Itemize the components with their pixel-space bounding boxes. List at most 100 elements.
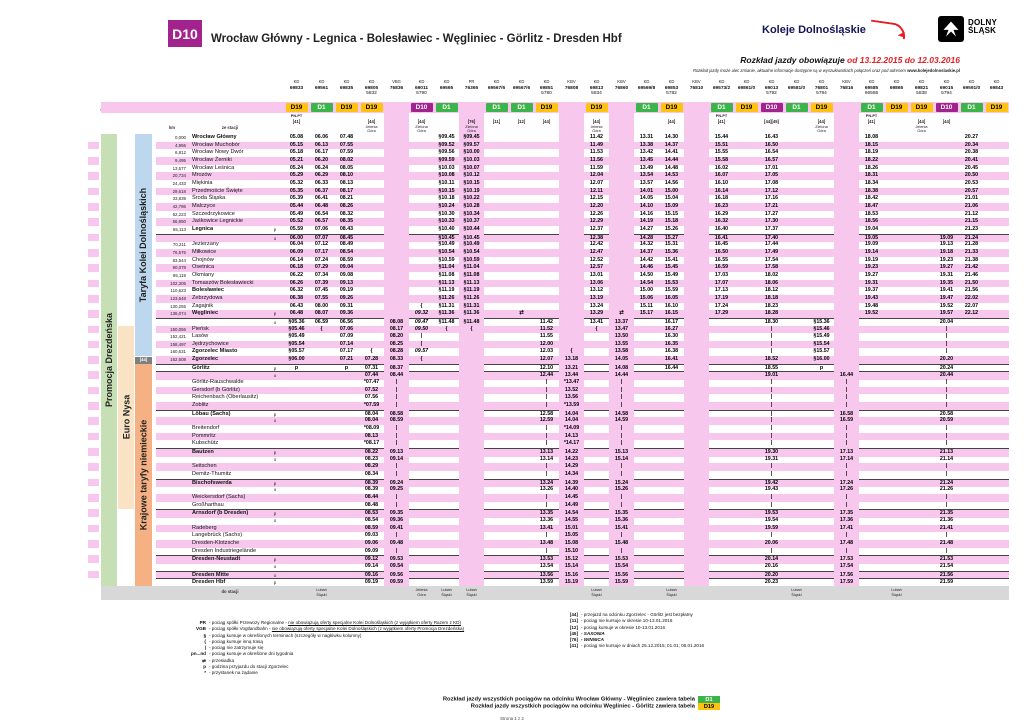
- time-cell: §11.08: [463, 271, 480, 278]
- time-cell: 05.18: [289, 149, 304, 156]
- station-km: 20,734: [172, 173, 186, 179]
- time-cell: 09.32: [414, 310, 429, 317]
- via-label-line: Jelenia: [915, 125, 928, 129]
- station-km: 6,812: [175, 150, 186, 156]
- time-cell: 14.04: [564, 410, 579, 417]
- train-number-main: 69569/8: [637, 86, 656, 91]
- time-cell: 08.45: [339, 234, 354, 241]
- time-cell: 09.48: [389, 539, 404, 546]
- time-cell: 18.53: [864, 210, 879, 217]
- time-cell: 18.18: [764, 294, 779, 301]
- time-cell: 07.14: [339, 340, 354, 347]
- time-cell: 12.52: [589, 256, 604, 263]
- time-cell: 13.31: [639, 134, 654, 140]
- time-cell: 12.59: [539, 417, 554, 424]
- time-cell: |: [845, 386, 848, 393]
- stripe-mini: [88, 386, 99, 395]
- train-carrier: KD: [543, 79, 550, 84]
- footnote-item: [44] - przejazd na odcinku Zgorzelec - Gö…: [560, 612, 860, 618]
- time-cell: 21.24: [964, 234, 979, 241]
- time-cell: 21.06: [964, 202, 979, 209]
- table-row: Görlitz-Rauschwalde *07.47 | | *13.47 | | | |: [156, 379, 1009, 387]
- station-km: 162,608: [170, 357, 186, 363]
- time-cell: 16.30: [664, 333, 679, 340]
- footnote-text: - przejazd na odcinku Zgorzelec - Görlit…: [581, 612, 693, 617]
- time-cell: 06.14: [289, 256, 304, 263]
- time-cell: 21.33: [964, 248, 979, 255]
- time-cell: 13.55: [614, 340, 629, 347]
- time-cell: |: [545, 463, 548, 470]
- time-cell: 13.54: [539, 562, 554, 569]
- time-cell: 16.50: [714, 248, 729, 255]
- time-cell: 15.15: [664, 210, 679, 217]
- table-row: Dresden Hbf p 09.19 09.59 13.59 15.19 15.59 20.…: [156, 578, 1009, 587]
- train-number: 69573/2: [709, 86, 734, 91]
- time-cell: 06.22: [289, 271, 304, 278]
- time-cell: 21.23: [964, 225, 979, 232]
- time-cell: 16.54: [764, 149, 779, 156]
- time-cell: 12.58: [539, 410, 554, 417]
- time-cell: 15.53: [664, 279, 679, 286]
- time-cell: 20.58: [939, 410, 954, 417]
- time-cell: 21.53: [939, 556, 954, 563]
- time-cell: 19.48: [864, 302, 879, 309]
- arr-dep-marker: p: [273, 557, 277, 563]
- arr-dep-marker: o: [273, 572, 277, 578]
- time-cell: |: [945, 394, 948, 401]
- summary-table-badge: D19: [698, 703, 720, 710]
- time-cell: 16.59: [714, 264, 729, 271]
- time-cell: 18.38: [864, 187, 879, 194]
- train-number: 69835: [334, 86, 359, 91]
- train-carrier: KBV: [617, 79, 626, 84]
- time-cell: |: [945, 494, 948, 501]
- time-cell: 16.45: [714, 241, 729, 248]
- arr-dep-marker: o: [273, 563, 277, 569]
- time-cell: 12.38: [589, 234, 604, 241]
- station-name: Węgliniec: [192, 310, 219, 317]
- time-cell: *08.09: [363, 425, 380, 432]
- station-name: Środa Śląska: [192, 195, 226, 202]
- time-cell: 21.46: [964, 271, 979, 278]
- time-cell: |: [770, 386, 773, 393]
- time-cell: |: [395, 547, 398, 554]
- time-cell: §11.19: [438, 287, 455, 294]
- station-name: Breitendorf: [192, 425, 220, 432]
- train-number: 76365: [459, 86, 484, 91]
- time-cell: 19.23: [939, 256, 954, 263]
- time-cell: 20.20: [764, 571, 779, 578]
- legend-item: ⇄ - przesiadka: [188, 658, 548, 664]
- time-cell: |: [545, 425, 548, 432]
- time-cell: 21.28: [964, 241, 979, 248]
- time-cell: 14.39: [564, 479, 579, 486]
- time-cell: 17.24: [839, 479, 854, 486]
- pink-column: [384, 113, 409, 586]
- time-cell: §10.30: [438, 210, 455, 217]
- time-cell: 20.59: [939, 417, 954, 424]
- station-km: 110,623: [170, 288, 186, 294]
- time-cell: 11.42: [540, 318, 553, 325]
- time-cell: 19.30: [764, 449, 779, 456]
- page-number: Strona 1 z 2: [500, 716, 524, 721]
- train-number-main: 69573/2: [712, 86, 731, 91]
- time-cell: |: [545, 547, 548, 554]
- time-cell: 07.56: [364, 394, 379, 401]
- time-cell: 11.49: [590, 141, 603, 148]
- time-cell: |: [845, 379, 848, 386]
- train-number: 69561: [309, 86, 334, 91]
- time-cell: 14.44: [664, 156, 679, 163]
- train-number: 69833: [284, 86, 309, 91]
- time-cell: |: [845, 425, 848, 432]
- time-cell: 19.53: [764, 510, 779, 517]
- time-cell: {: [445, 325, 448, 332]
- table-row: 130,255 Zagajnik 06.43 08.00 09.31 {§11.31 §11…: [156, 303, 1009, 311]
- time-cell: 14.01: [639, 187, 654, 194]
- train-number-main: 69851: [539, 86, 554, 91]
- via-label: Zielona Góra: [809, 125, 834, 133]
- time-cell: 20.20: [939, 356, 954, 363]
- time-cell: 16.18: [714, 195, 729, 202]
- train-number: 69567/6: [484, 86, 509, 91]
- time-cell: 08.20: [389, 333, 404, 340]
- station-name: Dresden Industriegelände: [192, 547, 257, 554]
- time-cell: |: [770, 532, 773, 539]
